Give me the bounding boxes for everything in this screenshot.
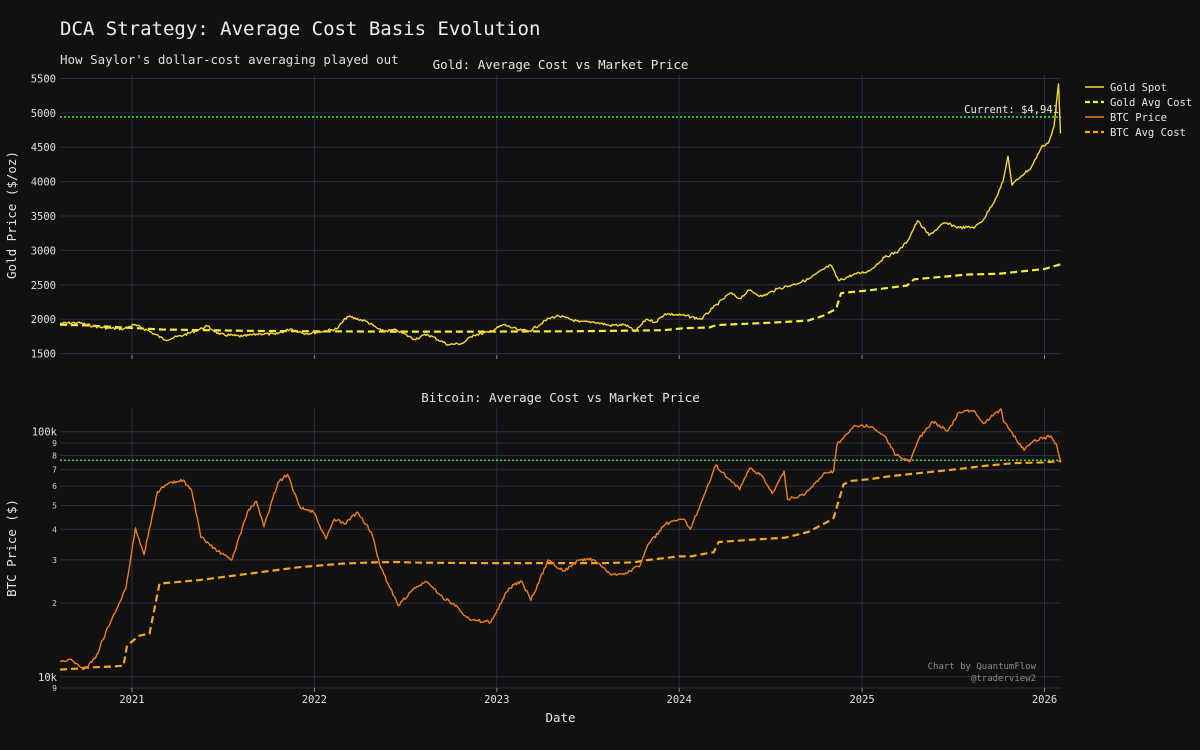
watermark-line-2: @traderview2 bbox=[971, 674, 1036, 684]
legend[interactable]: Gold Spot Gold Avg Cost BTC Price BTC Avg C… bbox=[1085, 82, 1192, 139]
series-line-gold-spot bbox=[59, 83, 1062, 346]
legend-item[interactable]: Gold Spot bbox=[1085, 82, 1167, 94]
y-tick-label: 2 bbox=[52, 599, 57, 608]
legend-label: BTC Avg Cost bbox=[1110, 127, 1186, 139]
y-tick-label: 5 bbox=[52, 502, 57, 511]
legend-item[interactable]: BTC Price bbox=[1085, 112, 1167, 124]
series-line-gold-avg-cost bbox=[59, 263, 1062, 333]
chart-title: DCA Strategy: Average Cost Basis Evoluti… bbox=[60, 18, 541, 40]
y-tick-label: 9 bbox=[52, 684, 57, 693]
y-tick-label: 1500 bbox=[31, 349, 56, 361]
x-tick-label: 2021 bbox=[119, 694, 144, 706]
x-axis-title: Date bbox=[545, 710, 575, 725]
y-tick-label: 7 bbox=[52, 466, 57, 475]
y-tick-label: 3500 bbox=[31, 211, 56, 223]
x-tick-label: 2023 bbox=[484, 694, 509, 706]
current-price-annotation: Current: $4,941 bbox=[964, 104, 1059, 116]
legend-label: Gold Spot bbox=[1110, 82, 1167, 94]
x-tick-label: 2025 bbox=[849, 694, 874, 706]
legend-label: Gold Avg Cost bbox=[1110, 97, 1192, 109]
y-tick-label: 4000 bbox=[31, 177, 56, 189]
chart-subtitle: How Saylor's dollar-cost averaging playe… bbox=[60, 52, 399, 67]
y-tick-label: 6 bbox=[52, 482, 57, 491]
y-tick-label: 4500 bbox=[31, 142, 56, 154]
panel-title: Gold: Average Cost vs Market Price bbox=[433, 57, 689, 72]
y-tick-label: 3000 bbox=[31, 245, 56, 257]
legend-item[interactable]: BTC Avg Cost bbox=[1085, 127, 1186, 139]
y-axis-title: BTC Price ($) bbox=[4, 499, 19, 597]
y-tick-label: 3 bbox=[52, 556, 57, 565]
gold-panel: Gold: Average Cost vs Market Price 1500 20… bbox=[4, 57, 1062, 361]
btc-panel: Bitcoin: Average Cost vs Market Price910… bbox=[4, 390, 1062, 725]
series-line-btc-price bbox=[59, 408, 1062, 671]
y-tick-label: 8 bbox=[52, 451, 57, 460]
x-tick-label: 2024 bbox=[667, 694, 692, 706]
y-tick-label: 2500 bbox=[31, 280, 56, 292]
x-tick-label: 2022 bbox=[302, 694, 327, 706]
y-tick-label: 10k bbox=[38, 672, 58, 684]
y-tick-label: 5500 bbox=[31, 73, 56, 85]
y-tick-label: 5000 bbox=[31, 108, 56, 120]
y-tick-label: 100k bbox=[32, 427, 58, 439]
y-axis-title: Gold Price ($/oz) bbox=[4, 151, 19, 279]
x-tick-label: 2026 bbox=[1032, 694, 1057, 706]
watermark-line-1: Chart by QuantumFlow bbox=[928, 662, 1037, 672]
y-tick-label: 9 bbox=[52, 439, 57, 448]
legend-label: BTC Price bbox=[1110, 112, 1167, 124]
y-tick-label: 4 bbox=[52, 525, 57, 534]
series-line-btc-avg-cost bbox=[59, 459, 1062, 671]
legend-item[interactable]: Gold Avg Cost bbox=[1085, 97, 1192, 109]
panel-title: Bitcoin: Average Cost vs Market Price bbox=[421, 390, 699, 405]
y-tick-label: 2000 bbox=[31, 314, 56, 326]
